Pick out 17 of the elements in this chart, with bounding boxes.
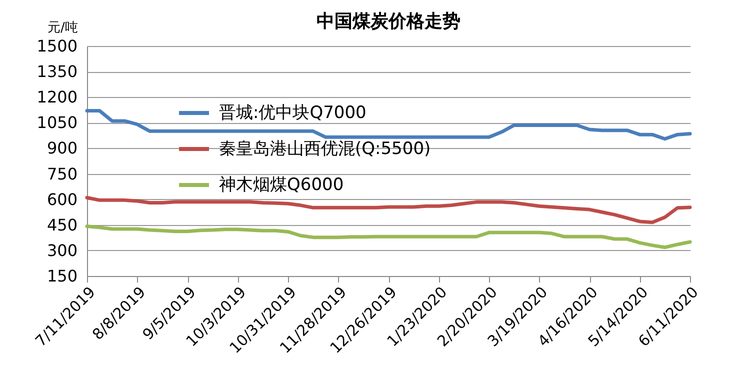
y-tick-label: 1350 — [36, 62, 78, 82]
y-tick-label: 1500 — [36, 36, 78, 56]
y-axis-title: 元/吨 — [48, 20, 78, 36]
line-series — [85, 196, 692, 224]
legend-label: 神木烟煤Q6000 — [219, 175, 344, 195]
y-tick-label: 450 — [46, 215, 78, 234]
legend-label: 晋城:优中块Q7000 — [219, 103, 366, 123]
y-tick-label: 750 — [46, 164, 78, 184]
y-tick-label: 1200 — [36, 88, 78, 107]
line-series — [85, 224, 692, 250]
chart-title: 中国煤炭价格走势 — [316, 11, 460, 32]
y-tick-label: 900 — [46, 138, 78, 158]
legend-label: 秦皇岛港山西优混(Q:5500) — [219, 139, 431, 159]
y-tick-label: 300 — [46, 240, 78, 260]
y-tick-label: 600 — [46, 190, 78, 209]
y-tick-label: 150 — [46, 266, 78, 286]
y-tick-label: 1050 — [36, 113, 78, 132]
